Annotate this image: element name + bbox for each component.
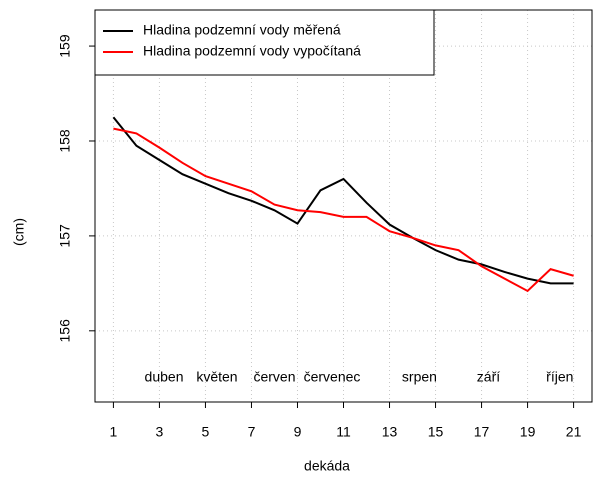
annotation: září xyxy=(477,369,500,385)
y-tick-label: 156 xyxy=(57,319,73,343)
x-tick-label: 13 xyxy=(382,424,398,440)
x-tick-label: 19 xyxy=(520,424,536,440)
annotation: říjen xyxy=(546,369,573,385)
annotation: srpen xyxy=(402,369,437,385)
legend-label: Hladina podzemní vody vypočítaná xyxy=(143,43,361,59)
x-tick-label: 17 xyxy=(474,424,490,440)
annotation: červenec xyxy=(304,369,361,385)
x-tick-label: 3 xyxy=(156,424,164,440)
annotation: květen xyxy=(196,369,237,385)
y-tick-label: 157 xyxy=(57,224,73,248)
x-tick-label: 11 xyxy=(336,424,351,440)
x-axis-label: dekáda xyxy=(304,458,350,474)
x-tick-label: 1 xyxy=(110,424,118,440)
data-line xyxy=(112,116,574,285)
annotation: červen xyxy=(253,369,295,385)
x-tick-label: 9 xyxy=(294,424,302,440)
legend-box xyxy=(94,9,435,76)
x-tick-label: 21 xyxy=(566,424,582,440)
legend-label: Hladina podzemní vody měřená xyxy=(143,22,341,38)
data-line xyxy=(113,127,574,293)
annotation: duben xyxy=(145,369,184,385)
x-tick-label: 7 xyxy=(248,424,256,440)
y-tick-label: 158 xyxy=(57,129,73,153)
x-tick-label: 15 xyxy=(428,424,444,440)
x-tick-label: 5 xyxy=(202,424,210,440)
y-axis-label: (cm) xyxy=(11,218,27,246)
y-tick-label: 159 xyxy=(57,34,73,58)
